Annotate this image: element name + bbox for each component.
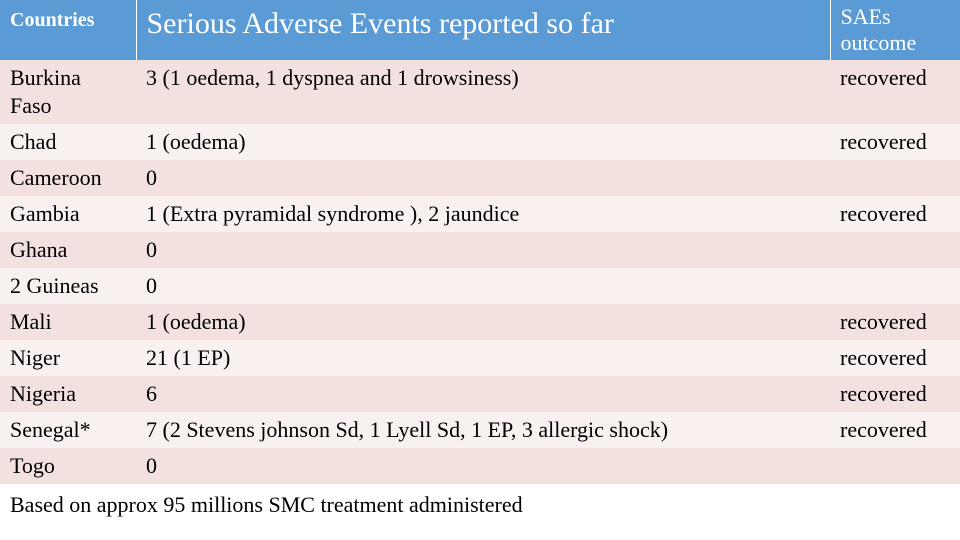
table-body: Burkina Faso3 (1 oedema, 1 dyspnea and 1… xyxy=(0,60,960,484)
table-row: Togo0 xyxy=(0,448,960,484)
table-row: Ghana0 xyxy=(0,232,960,268)
footnote: Based on approx 95 millions SMC treatmen… xyxy=(0,484,960,520)
header-row: Countries Serious Adverse Events reporte… xyxy=(0,0,960,60)
table-row: Nigeria6recovered xyxy=(0,376,960,412)
table-row: Gambia1 (Extra pyramidal syndrome ), 2 j… xyxy=(0,196,960,232)
cell-country: Mali xyxy=(0,304,136,340)
table-row: Burkina Faso3 (1 oedema, 1 dyspnea and 1… xyxy=(0,60,960,124)
cell-outcome: recovered xyxy=(830,304,960,340)
table-row: Senegal*7 (2 Stevens johnson Sd, 1 Lyell… xyxy=(0,412,960,448)
cell-events: 1 (oedema) xyxy=(136,304,830,340)
cell-events: 0 xyxy=(136,448,830,484)
cell-outcome: recovered xyxy=(830,124,960,160)
sae-table: Countries Serious Adverse Events reporte… xyxy=(0,0,960,484)
cell-country: Cameroon xyxy=(0,160,136,196)
cell-events: 3 (1 oedema, 1 dyspnea and 1 drowsiness) xyxy=(136,60,830,124)
table-row: Mali1 (oedema)recovered xyxy=(0,304,960,340)
cell-outcome: recovered xyxy=(830,376,960,412)
col-header-outcome: SAEs outcome xyxy=(830,0,960,60)
cell-events: 21 (1 EP) xyxy=(136,340,830,376)
cell-outcome xyxy=(830,232,960,268)
cell-outcome xyxy=(830,160,960,196)
cell-events: 7 (2 Stevens johnson Sd, 1 Lyell Sd, 1 E… xyxy=(136,412,830,448)
cell-outcome xyxy=(830,268,960,304)
cell-events: 1 (oedema) xyxy=(136,124,830,160)
cell-country: Togo xyxy=(0,448,136,484)
cell-outcome: recovered xyxy=(830,340,960,376)
table-row: 2 Guineas0 xyxy=(0,268,960,304)
cell-country: Niger xyxy=(0,340,136,376)
cell-country: Nigeria xyxy=(0,376,136,412)
cell-country: Ghana xyxy=(0,232,136,268)
cell-events: 0 xyxy=(136,232,830,268)
cell-country: Gambia xyxy=(0,196,136,232)
cell-country: Chad xyxy=(0,124,136,160)
cell-outcome: recovered xyxy=(830,196,960,232)
cell-country: Senegal* xyxy=(0,412,136,448)
page: Countries Serious Adverse Events reporte… xyxy=(0,0,960,540)
cell-country: 2 Guineas xyxy=(0,268,136,304)
table-row: Niger21 (1 EP)recovered xyxy=(0,340,960,376)
cell-events: 0 xyxy=(136,160,830,196)
col-header-countries: Countries xyxy=(0,0,136,60)
cell-events: 0 xyxy=(136,268,830,304)
col-header-events: Serious Adverse Events reported so far xyxy=(136,0,830,60)
cell-outcome: recovered xyxy=(830,412,960,448)
cell-country: Burkina Faso xyxy=(0,60,136,124)
cell-outcome xyxy=(830,448,960,484)
table-row: Chad1 (oedema)recovered xyxy=(0,124,960,160)
cell-outcome: recovered xyxy=(830,60,960,124)
table-row: Cameroon0 xyxy=(0,160,960,196)
cell-events: 1 (Extra pyramidal syndrome ), 2 jaundic… xyxy=(136,196,830,232)
cell-events: 6 xyxy=(136,376,830,412)
